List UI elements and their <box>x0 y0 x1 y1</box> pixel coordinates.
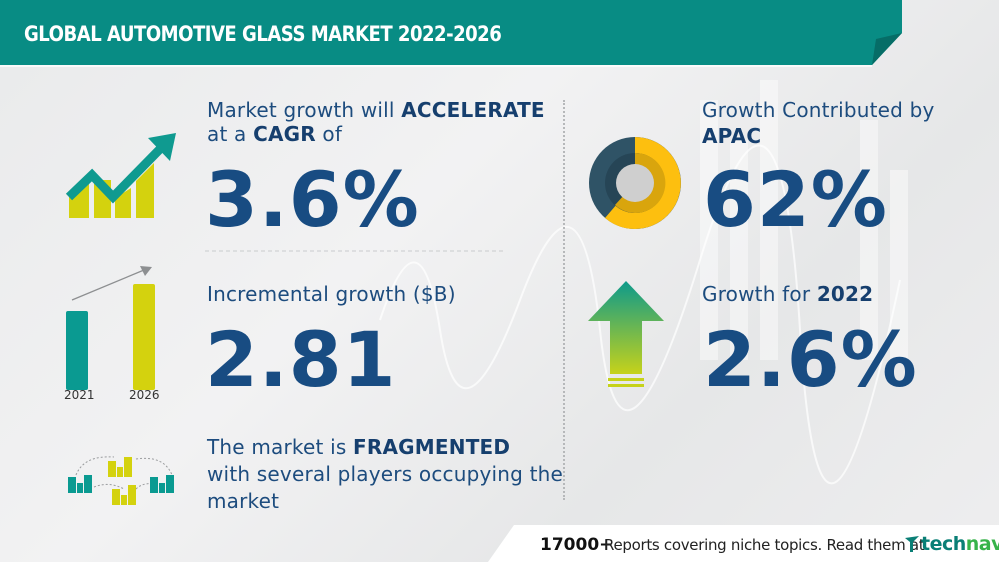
fragmented-label-line3: market <box>207 489 280 513</box>
accelerate-emphasis: ACCELERATE <box>401 98 545 122</box>
yoy-value: 2.6% <box>703 315 918 404</box>
fragmented-emphasis: FRAGMENTED <box>353 435 511 459</box>
rising-bar-chart-arrow-icon <box>65 133 176 218</box>
header-banner <box>0 0 902 65</box>
bar-label-2026: 2026 <box>129 388 160 402</box>
cagr-value: 3.6% <box>205 155 420 244</box>
two-bar-growth-chart-icon <box>66 266 155 390</box>
donut-chart-icon <box>589 137 681 229</box>
report-count: 17000+ <box>540 535 614 555</box>
cagr-label-line1: Market growth will ACCELERATE <box>207 98 545 122</box>
technavio-flag-icon <box>905 536 919 552</box>
footer-bar <box>488 525 999 562</box>
technavio-logo[interactable]: technavio <box>905 533 999 555</box>
brand-navio: navio <box>965 533 999 555</box>
apac-label-line1: Growth Contributed by <box>702 98 935 122</box>
incremental-value: 2.81 <box>205 315 397 404</box>
footer-text: Reports covering niche topics. Read them… <box>604 536 925 554</box>
apac-value: 62% <box>703 155 888 244</box>
fragmented-label-line1: The market is FRAGMENTED <box>207 435 511 459</box>
cagr-emphasis: CAGR <box>253 122 316 146</box>
vertical-divider <box>563 100 565 500</box>
page-title: GLOBAL AUTOMOTIVE GLASS MARKET 2022-2026 <box>24 22 502 46</box>
fragmented-label-line2: with several players occupying the <box>207 462 564 486</box>
brand-tech: tech <box>921 533 966 555</box>
year-emphasis: 2022 <box>816 282 874 306</box>
incremental-label: Incremental growth ($B) <box>207 282 456 306</box>
cagr-label-line2: at a CAGR of <box>207 122 343 146</box>
yoy-label: Growth for 2022 <box>702 282 874 306</box>
apac-label-line2: APAC <box>702 124 762 148</box>
bar-label-2021: 2021 <box>64 388 95 402</box>
header-underline <box>0 65 872 67</box>
connected-buildings-icon <box>68 456 174 505</box>
up-arrow-icon <box>588 281 664 387</box>
